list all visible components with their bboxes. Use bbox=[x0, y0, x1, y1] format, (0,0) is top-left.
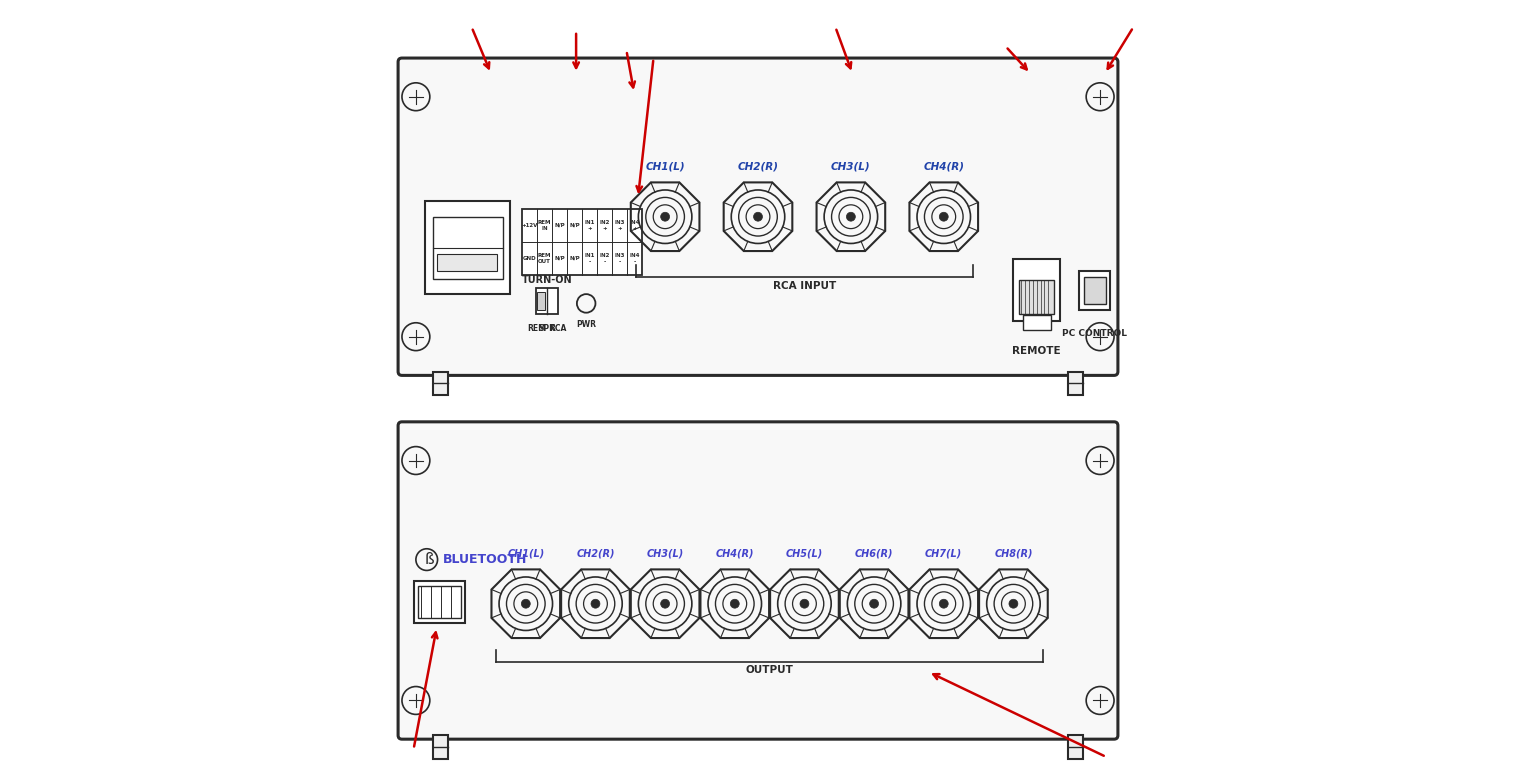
Text: N/P: N/P bbox=[568, 223, 579, 228]
Text: CH3(L): CH3(L) bbox=[646, 549, 684, 559]
Bar bbox=[437, 254, 497, 271]
Text: IN4
-: IN4 - bbox=[629, 253, 640, 264]
Text: CH1(L): CH1(L) bbox=[646, 162, 685, 172]
Text: +12V: +12V bbox=[522, 223, 538, 228]
FancyBboxPatch shape bbox=[399, 58, 1117, 375]
Text: CH4(R): CH4(R) bbox=[923, 162, 964, 172]
Text: SPK: SPK bbox=[538, 324, 555, 333]
Text: IN3
+: IN3 + bbox=[614, 220, 625, 231]
Text: ß: ß bbox=[424, 552, 434, 567]
Circle shape bbox=[940, 212, 948, 221]
Circle shape bbox=[940, 599, 948, 608]
Bar bbox=[1019, 279, 1054, 313]
Circle shape bbox=[753, 212, 763, 221]
Text: CH7(L): CH7(L) bbox=[925, 549, 963, 559]
Text: IN4
+: IN4 + bbox=[629, 220, 640, 231]
Text: IN3
-: IN3 - bbox=[614, 253, 625, 264]
Text: PWR: PWR bbox=[576, 320, 596, 330]
Text: N/P: N/P bbox=[555, 256, 565, 261]
Text: RCA INPUT: RCA INPUT bbox=[773, 281, 835, 291]
Text: CH2(R): CH2(R) bbox=[576, 549, 614, 559]
Text: IN1
-: IN1 - bbox=[584, 253, 594, 264]
Bar bbox=[1067, 735, 1082, 759]
Text: N/P: N/P bbox=[555, 223, 565, 228]
Text: IN1
+: IN1 + bbox=[584, 220, 594, 231]
Circle shape bbox=[591, 599, 600, 608]
Bar bbox=[535, 288, 558, 314]
Text: GND: GND bbox=[523, 256, 537, 261]
Text: CH8(R): CH8(R) bbox=[994, 549, 1032, 559]
Circle shape bbox=[800, 599, 810, 608]
Bar bbox=[414, 580, 464, 623]
Text: CH4(R): CH4(R) bbox=[716, 549, 753, 559]
Circle shape bbox=[731, 599, 740, 608]
Text: TURN-ON: TURN-ON bbox=[522, 276, 573, 285]
Bar bbox=[1067, 372, 1082, 395]
Bar bbox=[1023, 315, 1051, 330]
Text: CH3(L): CH3(L) bbox=[831, 162, 870, 172]
Text: IN2
+: IN2 + bbox=[599, 220, 609, 231]
Bar bbox=[537, 292, 546, 310]
Text: BLUETOOTH: BLUETOOTH bbox=[443, 553, 528, 566]
Text: REMOTE: REMOTE bbox=[1013, 346, 1061, 356]
Circle shape bbox=[1010, 599, 1017, 608]
Text: CH1(L): CH1(L) bbox=[508, 549, 544, 559]
Text: REM: REM bbox=[528, 324, 546, 333]
Bar bbox=[1079, 271, 1110, 310]
Circle shape bbox=[661, 599, 670, 608]
Bar bbox=[1013, 259, 1060, 321]
Bar bbox=[1084, 276, 1105, 303]
Text: N/P: N/P bbox=[568, 256, 579, 261]
Circle shape bbox=[661, 212, 670, 221]
FancyBboxPatch shape bbox=[399, 422, 1117, 739]
Circle shape bbox=[870, 599, 879, 608]
Text: REM
OUT: REM OUT bbox=[538, 253, 552, 264]
Bar bbox=[434, 217, 503, 279]
Bar bbox=[424, 201, 511, 294]
Text: IN2
-: IN2 - bbox=[599, 253, 609, 264]
Text: PC CONTROL: PC CONTROL bbox=[1063, 329, 1128, 338]
Bar bbox=[434, 372, 449, 395]
Bar bbox=[434, 735, 449, 759]
Circle shape bbox=[846, 212, 855, 221]
Text: CH5(L): CH5(L) bbox=[785, 549, 823, 559]
Text: OUTPUT: OUTPUT bbox=[746, 665, 793, 675]
Bar bbox=[418, 586, 461, 618]
Circle shape bbox=[522, 599, 531, 608]
Text: CH6(R): CH6(R) bbox=[855, 549, 893, 559]
Text: CH2(R): CH2(R) bbox=[737, 162, 779, 172]
Text: REM
IN: REM IN bbox=[538, 220, 552, 231]
Bar bbox=[522, 209, 641, 275]
Text: RCA: RCA bbox=[549, 324, 565, 333]
